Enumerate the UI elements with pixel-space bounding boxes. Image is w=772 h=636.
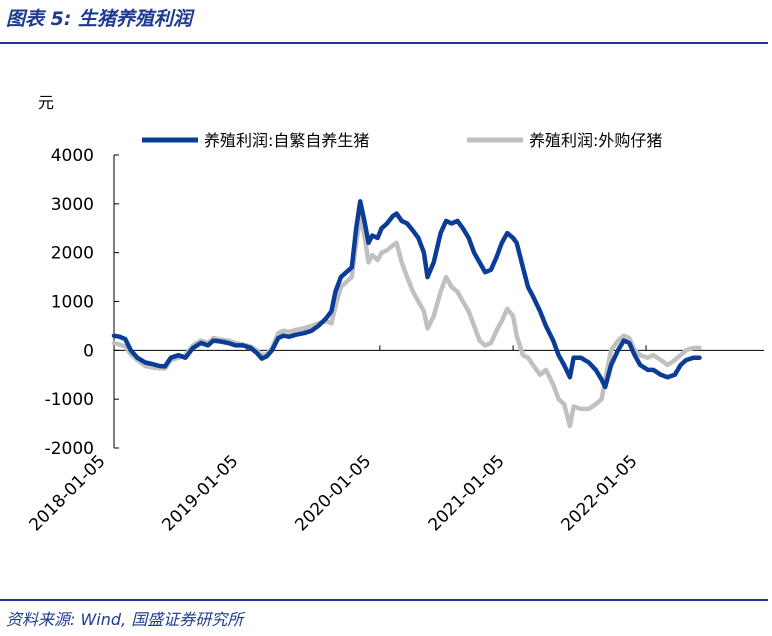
series-line-1 — [111, 213, 702, 429]
y-tick-label: 3000 — [51, 195, 94, 215]
profit-line-chart: 元 养殖利润:自繁自养生猪 养殖利润:外购仔猪 -2000 -1000 0 1000 20… — [26, 93, 764, 535]
source-rule — [0, 599, 768, 601]
title-rule — [0, 42, 768, 44]
y-tick-label: 0 — [83, 341, 94, 361]
legend-label-0: 养殖利润:自繁自养生猪 — [204, 131, 369, 150]
y-tick-label: 2000 — [51, 244, 94, 264]
y-tick-label: 1000 — [51, 293, 94, 313]
x-tick-label: 2022-01-05 — [558, 451, 642, 535]
x-tick-label: 2018-01-05 — [26, 451, 110, 535]
series-layer — [111, 199, 702, 429]
y-axis: -2000 -1000 0 1000 2000 3000 4000 — [45, 146, 119, 459]
x-axis: 2018-01-05 2019-01-05 2020-01-05 2021-01-05… — [26, 345, 764, 535]
x-tick-label: 2019-01-05 — [158, 451, 242, 535]
source-note: 资料来源: Wind, 国盛证券研究所 — [6, 610, 244, 629]
y-tick-label: 4000 — [51, 146, 94, 166]
series-line-0 — [111, 199, 702, 390]
legend-label-1: 养殖利润:外购仔猪 — [529, 131, 662, 150]
x-tick-label: 2021-01-05 — [425, 451, 509, 535]
chart-legend: 养殖利润:自繁自养生猪 养殖利润:外购仔猪 — [142, 131, 662, 150]
y-tick-label: -2000 — [45, 439, 94, 459]
y-axis-unit-label: 元 — [38, 93, 54, 112]
y-tick-label: -1000 — [45, 390, 94, 410]
x-tick-label: 2020-01-05 — [291, 451, 375, 535]
figure-title: 图表 5: 生猪养殖利润 — [6, 8, 193, 30]
